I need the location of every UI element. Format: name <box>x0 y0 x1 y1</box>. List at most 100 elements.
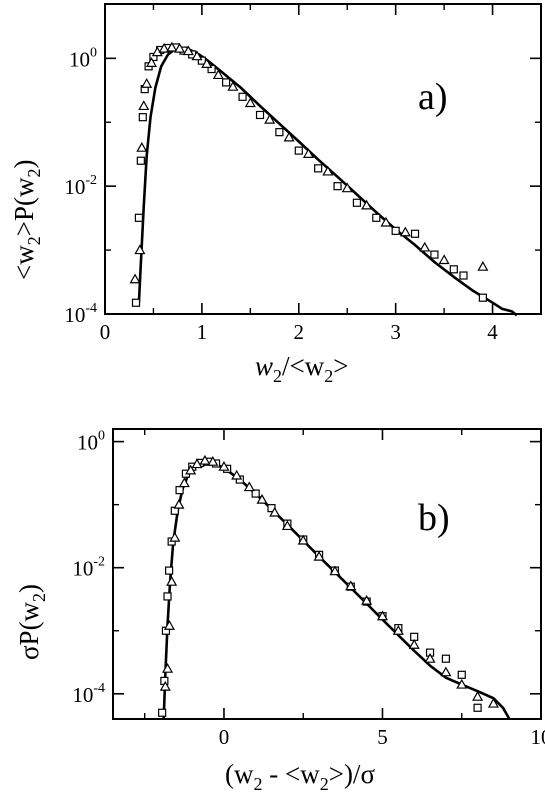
square-point-a <box>275 128 284 137</box>
x-axis-label-b-sub1: 2 <box>254 774 263 794</box>
triangle-point-b <box>345 580 357 591</box>
x-axis-label-a: w2/<w2> <box>255 351 348 386</box>
square-point-b <box>158 708 167 717</box>
x-tick-label-b: 5 <box>377 725 388 749</box>
x-axis-label-a-part1: w <box>255 351 273 381</box>
triangle-point-a <box>136 141 148 152</box>
y-axis-label-b: σP(w2) <box>14 584 49 660</box>
triangle-point-b <box>199 454 211 465</box>
square-point-a <box>478 293 487 302</box>
triangle-point-a <box>380 216 392 227</box>
x-tick-label-a: 1 <box>197 320 208 344</box>
data-b <box>158 454 511 720</box>
x-axis-label-a-sub1: 2 <box>273 366 282 386</box>
square-point-b <box>175 486 184 495</box>
square-point-a <box>333 182 342 191</box>
square-point-a <box>131 298 141 307</box>
y-tick-label-b: 10-4 <box>72 681 105 707</box>
square-point-a <box>134 213 144 222</box>
panel-label-a: a) <box>418 76 448 118</box>
square-point-a <box>459 271 468 280</box>
triangle-point-b <box>297 534 309 545</box>
square-point-b <box>457 670 466 679</box>
triangle-point-a <box>264 113 276 124</box>
triangle-point-a <box>134 244 146 255</box>
triangle-point-a <box>283 131 295 142</box>
triangle-point-b <box>169 531 181 542</box>
square-point-a <box>136 156 145 165</box>
triangle-point-a <box>244 97 256 108</box>
y-tick-label-a: 100 <box>69 45 97 71</box>
triangle-point-b <box>408 639 420 649</box>
y-axis-label-a-sub1: 2 <box>24 236 44 245</box>
x-axis-label-b-part1: (w <box>225 759 254 789</box>
triangle-point-b <box>472 690 484 701</box>
square-point-b <box>441 654 450 663</box>
triangle-point-b <box>178 477 190 488</box>
triangle-point-a <box>477 260 489 271</box>
ticks-a: 0 1 2 3 4 10-4 10-2 100 <box>64 4 542 344</box>
data-a <box>129 41 518 317</box>
x-tick-label-a: 3 <box>390 320 401 344</box>
triangle-point-b <box>218 460 230 471</box>
triangle-point-a <box>322 165 334 176</box>
triangle-point-a <box>341 182 353 193</box>
square-point-a <box>255 110 265 120</box>
curve-line-b <box>162 460 511 720</box>
triangle-point-b <box>166 575 178 586</box>
triangle-point-a <box>158 42 170 53</box>
y-axis-label-b-part2: ) <box>14 584 44 593</box>
x-axis-label-a-part2: /<w <box>282 351 325 381</box>
square-point-b <box>251 489 260 498</box>
square-point-a <box>352 198 362 207</box>
triangle-point-b <box>163 620 175 630</box>
y-axis-label-b-part1: σP(w <box>14 601 44 660</box>
square-point-a <box>314 164 323 173</box>
y-tick-label-a: 10-2 <box>64 173 97 199</box>
x-axis-label-a-sub2: 2 <box>324 366 333 386</box>
y-tick-label-b: 100 <box>77 429 105 455</box>
triangle-point-a <box>302 148 314 158</box>
x-tick-label-a: 0 <box>100 320 111 344</box>
triangle-point-a <box>129 273 141 284</box>
triangle-point-b <box>231 469 243 480</box>
triangle-point-b <box>313 550 325 561</box>
triangle-point-b <box>159 680 171 691</box>
y-axis-label-a-part3: ) <box>9 160 39 169</box>
triangle-point-a <box>145 57 158 67</box>
triangle-point-b <box>456 678 468 689</box>
triangle-point-b <box>207 455 219 466</box>
triangle-point-b <box>424 652 436 663</box>
square-point-a <box>449 265 458 274</box>
square-point-a <box>294 146 303 155</box>
triangle-point-a <box>191 50 203 61</box>
triangle-point-a <box>201 58 213 68</box>
triangle-point-b <box>281 520 293 531</box>
triangle-point-a <box>182 45 194 56</box>
triangle-point-b <box>269 506 281 517</box>
triangle-point-b <box>440 666 452 677</box>
triangle-point-b <box>191 458 203 469</box>
x-axis-label-b: (w2 - <w2>)/σ <box>225 759 375 794</box>
x-tick-label-a: 2 <box>294 320 305 344</box>
triangle-point-b <box>185 464 197 475</box>
triangle-point-a <box>399 226 411 237</box>
triangle-point-b <box>173 498 185 509</box>
x-tick-label-a: 4 <box>487 320 498 344</box>
plot-frame-a <box>104 3 542 315</box>
x-tick-label-b: 10 <box>531 725 545 749</box>
y-tick-label-a: 10-4 <box>64 301 97 327</box>
triangle-point-a <box>227 80 239 91</box>
triangle-point-a <box>419 241 431 252</box>
x-axis-label-b-part3: >)/σ <box>329 759 376 789</box>
panel-label-b: b) <box>418 497 450 539</box>
square-point-b <box>473 703 482 712</box>
y-axis-label-a-part2: >P(w <box>9 177 39 236</box>
y-tick-label-b: 10-2 <box>72 555 105 581</box>
x-axis-label-a-part3: > <box>333 351 348 381</box>
curve-line-a <box>137 47 518 317</box>
square-point-a <box>410 229 420 238</box>
